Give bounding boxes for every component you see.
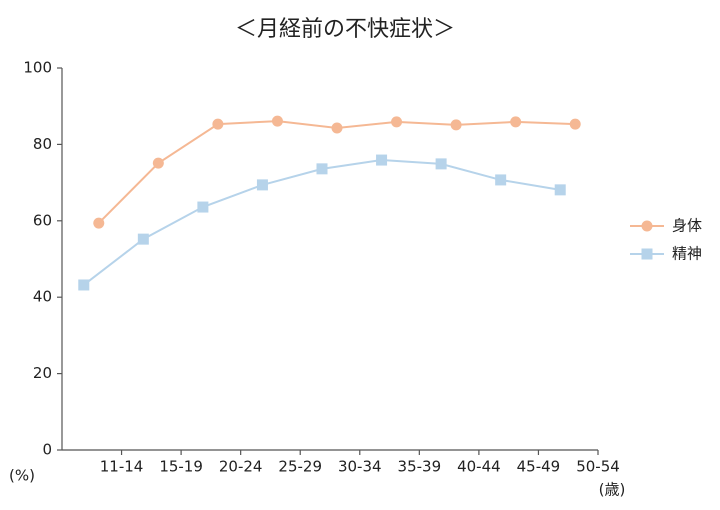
legend-marker	[641, 220, 653, 232]
data-point	[212, 118, 224, 130]
data-point	[331, 122, 343, 134]
data-point	[391, 116, 403, 128]
x-tick-label: 11-14	[100, 458, 144, 476]
legend-label: 身体	[672, 217, 702, 235]
data-point	[152, 157, 164, 169]
y-tick-label: 0	[42, 441, 52, 459]
x-tick-label: 30-34	[338, 458, 382, 476]
x-tick-label: 25-29	[278, 458, 322, 476]
data-point	[495, 174, 507, 186]
data-point	[376, 154, 388, 166]
x-tick-label: 20-24	[219, 458, 263, 476]
data-point	[510, 116, 522, 128]
series-line	[83, 159, 561, 286]
legend-marker	[641, 248, 653, 260]
data-point	[554, 184, 566, 196]
chart-title: ＜月経前の不快症状＞	[235, 17, 455, 42]
y-tick-label: 80	[33, 135, 52, 153]
data-point	[450, 119, 462, 131]
data-point	[435, 158, 447, 170]
y-tick-label: 60	[33, 211, 52, 229]
data-point	[569, 118, 581, 130]
y-unit: (%)	[9, 467, 35, 485]
y-tick-label: 20	[33, 364, 52, 382]
data-point	[137, 233, 149, 245]
data-point	[271, 115, 283, 127]
y-tick-label: 100	[23, 59, 52, 77]
series-line	[98, 120, 576, 224]
data-point	[93, 217, 105, 229]
data-point	[78, 279, 90, 291]
data-point	[197, 201, 209, 213]
x-tick-label: 45-49	[517, 458, 561, 476]
x-tick-label: 15-19	[159, 458, 203, 476]
data-point	[316, 163, 328, 175]
legend-label: 精神	[672, 245, 702, 263]
x-tick-label: 40-44	[457, 458, 501, 476]
x-tick-label: 50-54	[576, 458, 620, 476]
x-unit: (歳)	[599, 481, 626, 499]
x-tick-label: 35-39	[398, 458, 442, 476]
data-point	[256, 179, 268, 191]
y-tick-label: 40	[33, 288, 52, 306]
